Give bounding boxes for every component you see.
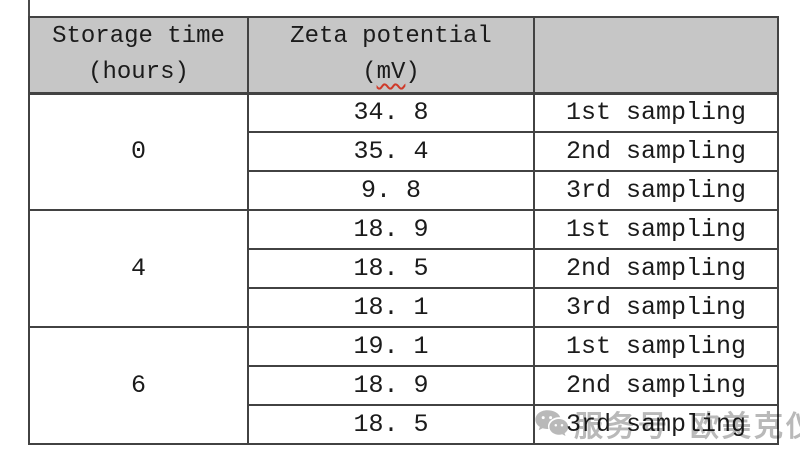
zeta-value-cell: 18. 1: [247, 287, 535, 328]
header-empty-cell: [533, 16, 779, 95]
header-storage-time-line1: Storage time: [52, 22, 225, 50]
table-row: 9. 8 3rd sampling: [29, 170, 779, 211]
table-row: 18. 5 2nd sampling: [29, 248, 779, 289]
storage-time-cell: 6: [28, 326, 249, 445]
header-storage-time-cell: Storage time (hours): [28, 16, 249, 95]
unit-paren-close: ): [405, 58, 420, 86]
header-zeta-potential-line2: (mV): [250, 55, 532, 90]
zeta-value-cell: 19. 1: [247, 326, 535, 367]
zeta-value-cell: 34. 8: [247, 92, 535, 133]
zeta-value-cell: 18. 5: [247, 248, 535, 289]
zeta-value-cell: 9. 8: [247, 170, 535, 211]
header-zeta-potential-line1: Zeta potential: [290, 22, 492, 50]
sampling-label-cell: 3rd sampling: [533, 404, 779, 445]
sampling-label-cell: 1st sampling: [533, 326, 779, 367]
sampling-label-cell: 1st sampling: [533, 209, 779, 250]
table-header-row: Storage time (hours) Zeta potential (mV): [28, 16, 779, 95]
sampling-label-cell: 1st sampling: [533, 92, 779, 133]
zeta-value-cell: 18. 9: [247, 365, 535, 406]
storage-time-cell: 0: [28, 92, 249, 211]
table-row: 18. 9 2nd sampling: [29, 365, 779, 406]
sampling-label-cell: 2nd sampling: [533, 131, 779, 172]
header-storage-time-line2: (hours): [88, 58, 189, 86]
zeta-value-cell: 18. 5: [247, 404, 535, 445]
table-row: 6 19. 1 1st sampling: [28, 326, 779, 445]
border-artifact-line: [28, 0, 30, 16]
zeta-value-cell: 35. 4: [247, 131, 535, 172]
table-row: 18. 1 3rd sampling: [29, 287, 779, 328]
sampling-label-cell: 2nd sampling: [533, 365, 779, 406]
header-zeta-potential-cell: Zeta potential (mV): [247, 16, 535, 95]
sampling-label-cell: 3rd sampling: [533, 170, 779, 211]
table-row: 4 18. 9 1st sampling: [28, 209, 779, 328]
unit-text-misspell-underline: mV: [376, 58, 406, 86]
sampling-label-cell: 3rd sampling: [533, 287, 779, 328]
sampling-label-cell: 2nd sampling: [533, 248, 779, 289]
table-row: 35. 4 2nd sampling: [29, 131, 779, 172]
storage-time-cell: 4: [28, 209, 249, 328]
unit-paren-open: (: [362, 58, 377, 86]
zeta-value-cell: 18. 9: [247, 209, 535, 250]
zeta-potential-table: Storage time (hours) Zeta potential (mV)…: [28, 16, 779, 445]
table-row: 18. 5 3rd sampling: [29, 404, 779, 445]
table-row: 0 34. 8 1st sampling: [28, 92, 779, 211]
